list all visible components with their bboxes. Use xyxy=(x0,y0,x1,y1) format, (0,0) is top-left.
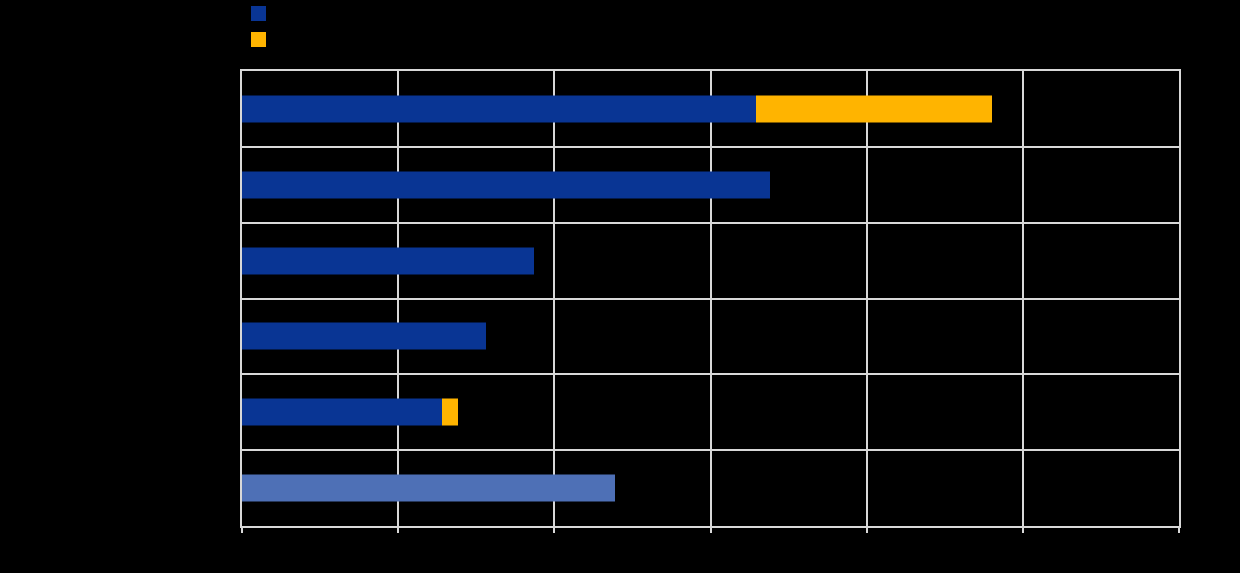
horizontal-gridline xyxy=(242,297,1179,300)
bar-row xyxy=(242,450,1179,526)
stacked-bar xyxy=(242,95,1179,123)
legend-item-series-1 xyxy=(251,6,274,21)
x-axis-tick xyxy=(553,528,556,533)
bar-row xyxy=(242,147,1179,223)
horizontal-gridline xyxy=(242,145,1179,148)
bar-row xyxy=(242,71,1179,147)
x-axis-tick xyxy=(397,528,400,533)
bar-row xyxy=(242,223,1179,299)
bar-segment-series-1-dark-blue xyxy=(242,171,770,199)
bar-row xyxy=(242,299,1179,375)
bar-segment-series-1-dark-blue xyxy=(242,474,616,502)
horizontal-gridline xyxy=(242,221,1179,224)
x-axis-tick xyxy=(865,528,868,533)
legend-swatch-series-1 xyxy=(251,6,266,21)
x-axis-tick xyxy=(1021,528,1024,533)
stacked-bar xyxy=(242,398,1179,426)
stacked-bar xyxy=(242,247,1179,275)
bar-segment-series-1-dark-blue xyxy=(242,95,756,123)
x-axis-tick xyxy=(1178,528,1180,533)
x-axis-tick xyxy=(241,528,243,533)
legend-swatch-series-2 xyxy=(251,32,266,47)
x-axis-tick xyxy=(709,528,712,533)
horizontal-gridline xyxy=(242,449,1179,452)
legend-item-series-2 xyxy=(251,32,274,47)
bar-segment-series-2-yellow xyxy=(755,95,992,123)
horizontal-gridline xyxy=(242,373,1179,376)
bar-segment-series-1-dark-blue xyxy=(242,398,442,426)
stacked-bar xyxy=(242,474,1179,502)
bar-segment-series-1-dark-blue xyxy=(242,247,535,275)
bar-row xyxy=(242,374,1179,450)
plot-area xyxy=(240,69,1181,533)
stacked-bar xyxy=(242,171,1179,199)
bar-segment-series-2-yellow xyxy=(441,398,458,426)
stacked-bar xyxy=(242,322,1179,350)
bar-segment-series-1-dark-blue xyxy=(242,322,486,350)
